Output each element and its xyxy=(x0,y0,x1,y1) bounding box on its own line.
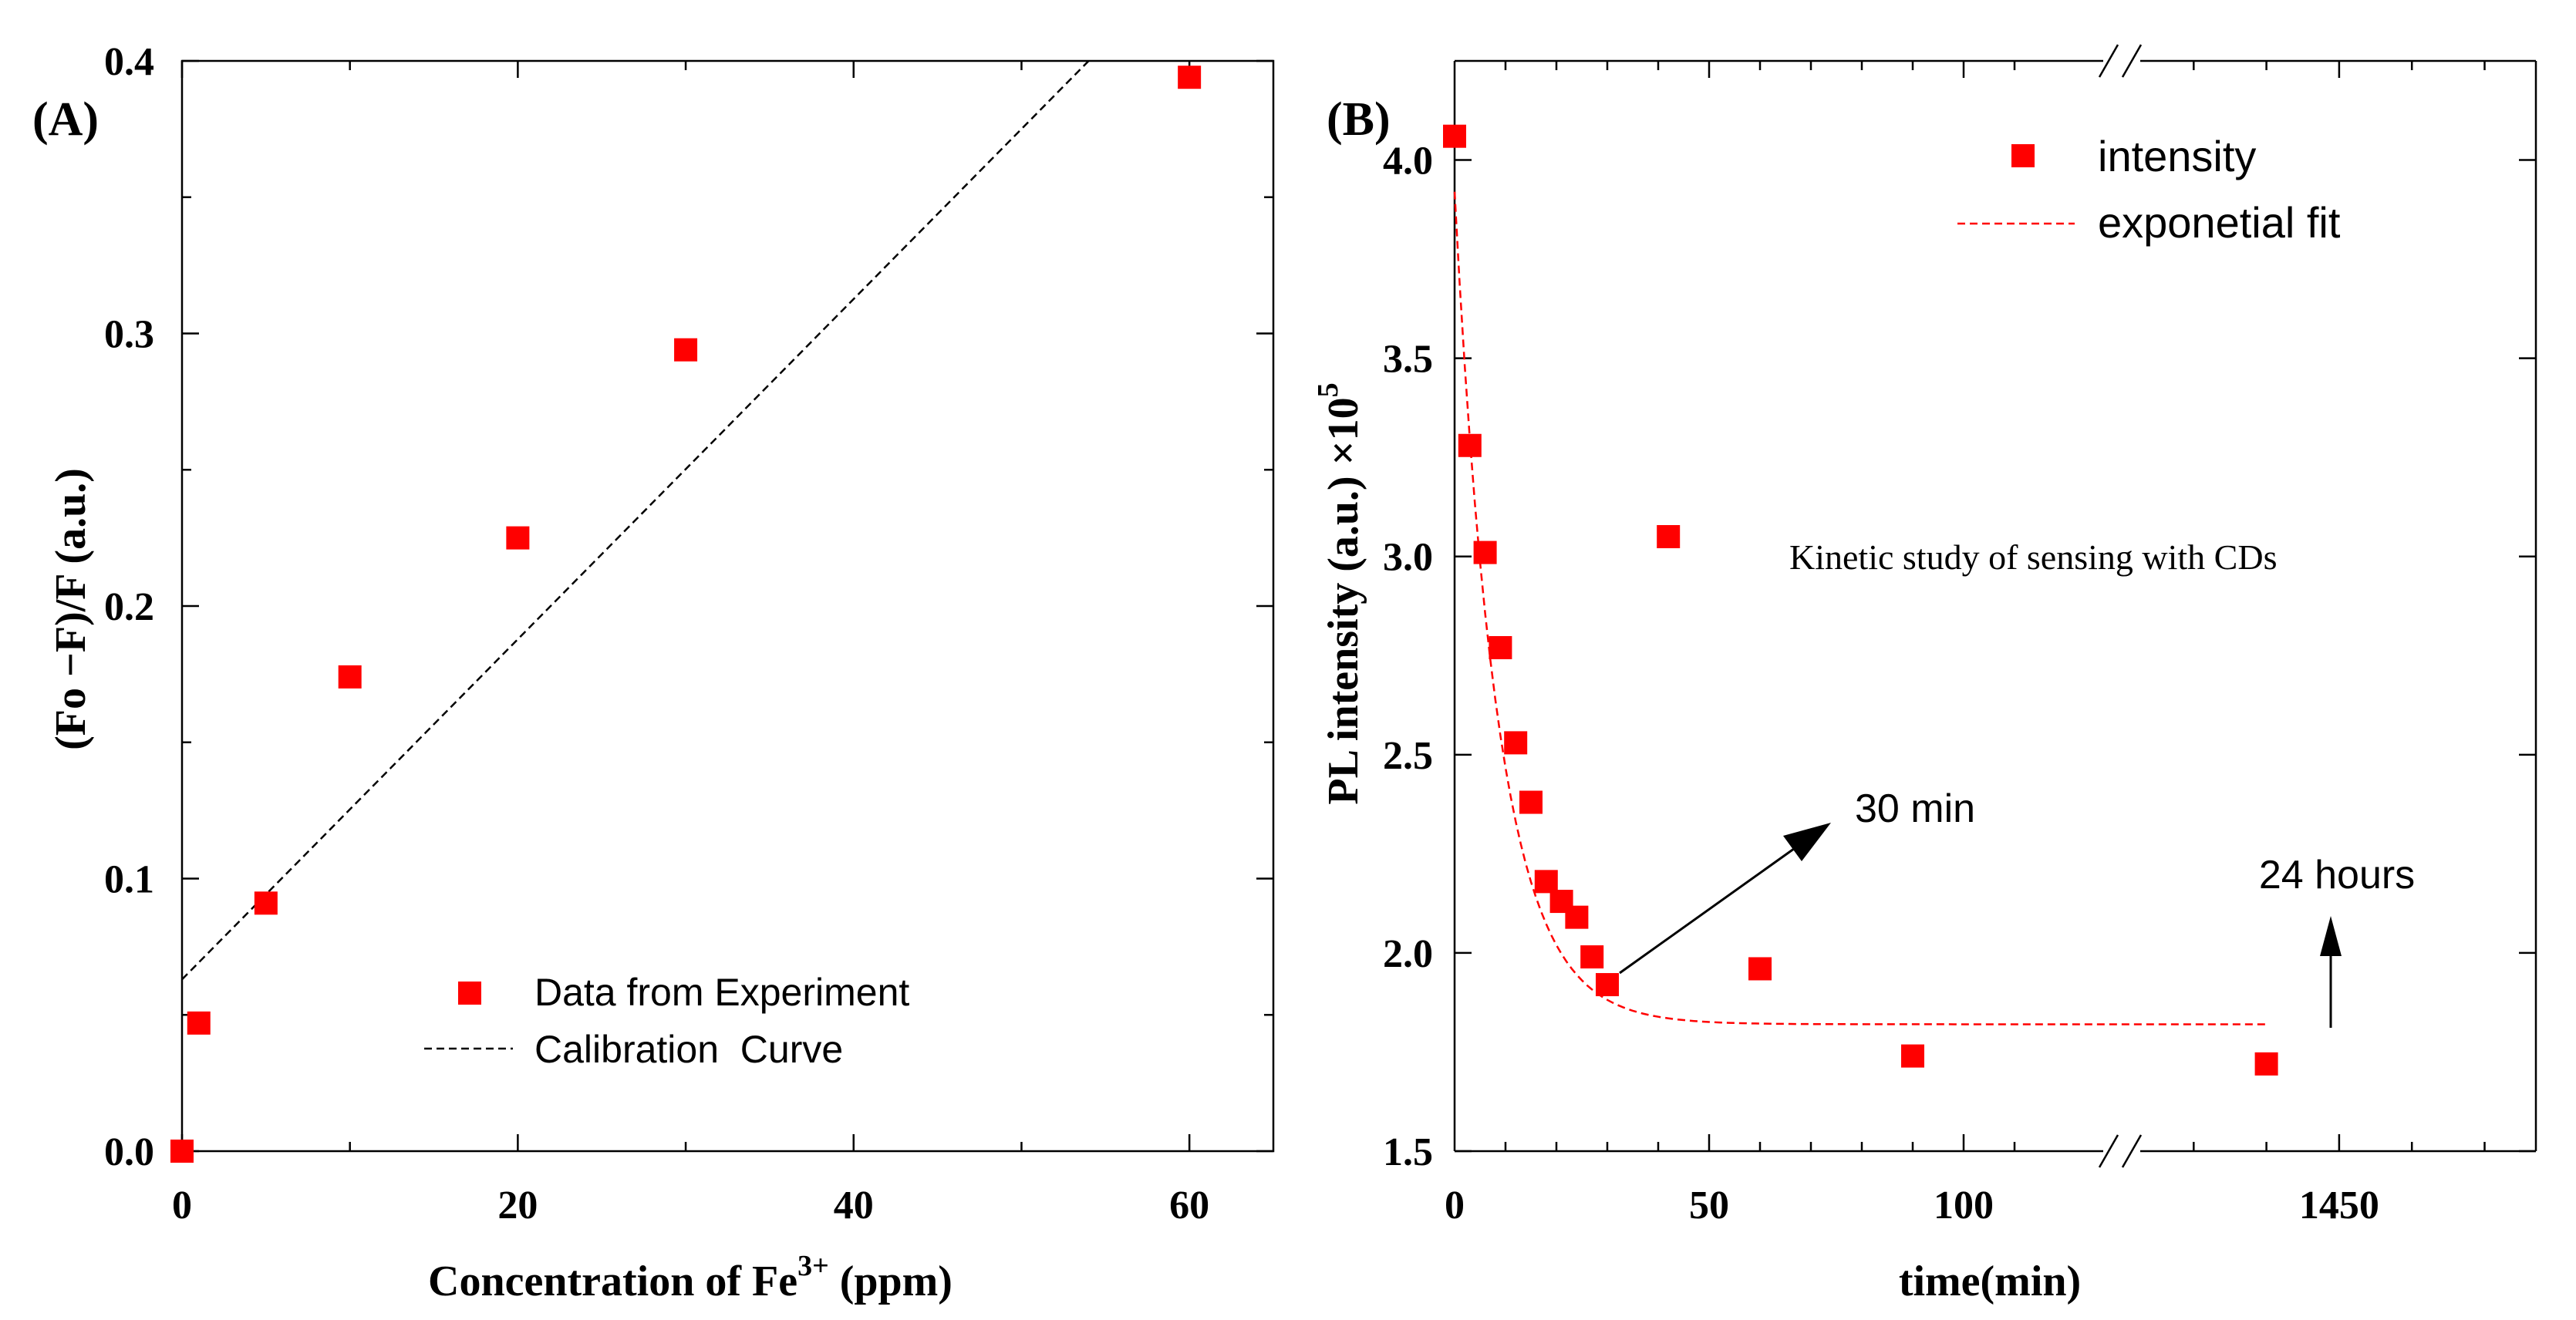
y-tick-label: 4.0 xyxy=(1383,140,1433,184)
data-point xyxy=(1473,540,1497,564)
panel-b-label: (B) xyxy=(1327,93,1391,146)
data-point xyxy=(170,1140,194,1163)
data-point xyxy=(338,665,362,689)
x-tick-label: 0 xyxy=(1445,1184,1465,1227)
legend-marker-data-from-experiment xyxy=(458,982,481,1005)
data-point xyxy=(187,1011,211,1035)
legend-label-calibration-curve: Calibration Curve xyxy=(534,1028,843,1071)
data-point xyxy=(1657,525,1681,549)
panel-a-label: (A) xyxy=(32,93,99,146)
x-tick-label: 40 xyxy=(834,1184,874,1227)
panel-a-x-axis-title-superscript: 3+ xyxy=(797,1250,829,1282)
y-tick-label: 2.0 xyxy=(1383,932,1433,976)
y-tick-label: 3.5 xyxy=(1383,338,1433,382)
y-tick-label: 2.5 xyxy=(1383,734,1433,778)
panel-b-ticks xyxy=(1455,61,2536,1153)
panel-b-data xyxy=(1443,124,2278,1076)
panel-b: (B) 0 50 100 1450 1.5 2.0 2.5 3.0 3.5 4.0 intensi… xyxy=(1312,44,2537,1305)
data-point xyxy=(1565,905,1589,929)
x-tick-label: 0 xyxy=(172,1184,192,1227)
y-tick-label: 0.0 xyxy=(104,1130,154,1174)
data-point xyxy=(1504,731,1528,755)
x-tick-label: 1450 xyxy=(2299,1184,2379,1227)
panel-a-legend: Data from Experiment Calibration Curve xyxy=(424,971,909,1071)
panel-a: (A) 0 20 40 60 0.0 0.1 0.2 0.3 0.4 Data from Exp… xyxy=(32,40,1275,1305)
exponential-fit-line xyxy=(1453,191,2267,1025)
data-point xyxy=(1519,790,1543,814)
annotation-24-hours-text: 24 hours xyxy=(2259,853,2415,897)
data-point xyxy=(254,891,278,915)
panel-b-y-axis-title-main: PL intensity (a.u.) ×10 xyxy=(1320,397,1367,804)
x-tick-label: 100 xyxy=(1934,1184,1994,1227)
panel-a-y-axis-title: (Fo −F)/F (a.u.) xyxy=(47,468,95,750)
y-tick-label: 0.3 xyxy=(104,313,154,357)
annotation-24-hours-arrowhead xyxy=(2320,916,2342,956)
y-tick-label: 0.2 xyxy=(104,585,154,629)
data-point xyxy=(1748,957,1772,981)
y-tick-label: 0.4 xyxy=(104,40,154,84)
panel-b-plot-frame xyxy=(1453,59,2537,1153)
legend-label-exponetial-fit: exponetial fit xyxy=(2098,198,2341,247)
annotation-30-min-arrowhead xyxy=(1783,823,1831,861)
panel-b-y-axis-title: PL intensity (a.u.) ×105 xyxy=(1312,382,1367,804)
data-point xyxy=(1534,870,1558,894)
panel-a-tick-labels: 0 20 40 60 0.0 0.1 0.2 0.3 0.4 xyxy=(104,40,1209,1227)
panel-b-y-axis-title-superscript: 5 xyxy=(1312,382,1344,397)
y-tick-label: 1.5 xyxy=(1383,1130,1433,1174)
axis-break-marks xyxy=(2098,44,2143,1168)
panel-a-x-axis-title-unit: (ppm) xyxy=(829,1258,953,1305)
data-point xyxy=(1443,124,1466,148)
x-tick-label: 50 xyxy=(1689,1184,1729,1227)
data-point xyxy=(674,338,698,362)
y-tick-label: 3.0 xyxy=(1383,536,1433,580)
panel-a-x-axis-title: Concentration of Fe3+ (ppm) xyxy=(428,1250,953,1305)
x-tick-label: 20 xyxy=(497,1184,538,1227)
data-point xyxy=(2254,1052,2278,1076)
data-point xyxy=(1580,945,1604,969)
y-tick-label: 0.1 xyxy=(104,858,154,902)
calibration-curve-line xyxy=(181,60,1090,981)
annotation-24-hours: 24 hours xyxy=(2259,853,2415,1028)
panel-b-legend: intensity exponetial fit xyxy=(1957,132,2341,247)
legend-marker-intensity xyxy=(2011,144,2035,167)
data-point xyxy=(1596,973,1619,997)
annotation-30-min-arrow xyxy=(1619,845,1798,975)
panel-a-x-axis-title-main: Concentration of Fe xyxy=(428,1258,797,1305)
panel-b-x-axis-title: time(min) xyxy=(1899,1258,2081,1305)
x-tick-label: 60 xyxy=(1169,1184,1209,1227)
data-point xyxy=(1458,433,1482,457)
data-point xyxy=(1489,635,1512,659)
panel-a-data xyxy=(170,60,1202,1163)
legend-label-data-from-experiment: Data from Experiment xyxy=(534,971,909,1014)
annotation-kinetic-study: Kinetic study of sensing with CDs xyxy=(1789,537,2277,577)
annotation-30-min-text: 30 min xyxy=(1855,786,1975,831)
data-point xyxy=(1901,1044,1924,1068)
data-point xyxy=(1178,66,1202,89)
annotation-30-min: 30 min xyxy=(1619,786,1975,975)
data-point xyxy=(506,526,530,550)
legend-label-intensity: intensity xyxy=(2098,132,2256,180)
panel-b-tick-labels: 0 50 100 1450 1.5 2.0 2.5 3.0 3.5 4.0 xyxy=(1383,140,2379,1227)
